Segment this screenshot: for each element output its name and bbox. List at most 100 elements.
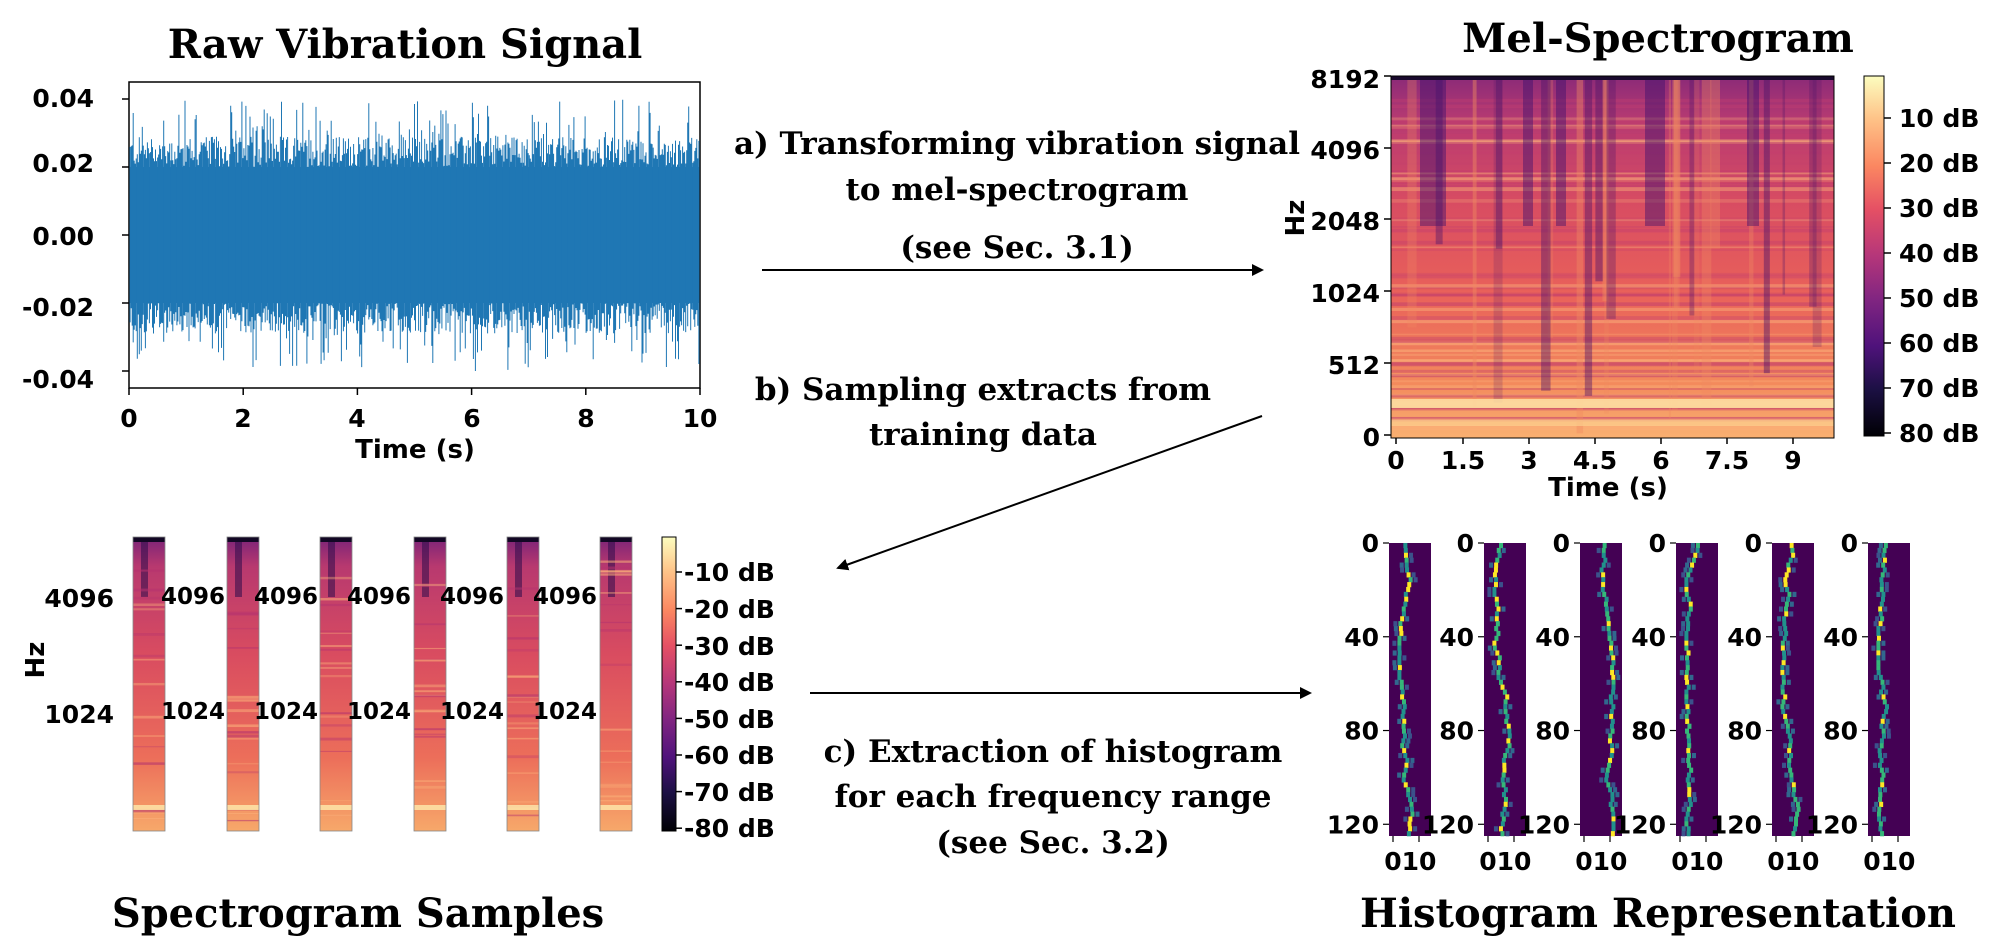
- histogram-cell: [1884, 709, 1889, 715]
- histogram-cell-side: [1692, 792, 1697, 798]
- histogram-cell-side: [1790, 728, 1795, 734]
- histogram-cell: [1877, 762, 1882, 768]
- histogram-cell: [1882, 699, 1887, 705]
- step-a-line3: (see Sec. 3.1): [900, 230, 1134, 266]
- histogram-cell-side: [1397, 772, 1402, 778]
- strip-band: [227, 771, 259, 774]
- strip-band: [600, 783, 632, 786]
- histogram-cell: [1500, 777, 1505, 783]
- histogram-cell-side: [1877, 547, 1882, 554]
- histogram-cell-side: [1393, 626, 1398, 632]
- histogram-cell: [1878, 796, 1883, 803]
- histogram-cell: [1687, 796, 1692, 803]
- strip-frame: [319, 536, 353, 832]
- histogram-cell: [1406, 787, 1411, 793]
- strip-band: [133, 603, 165, 606]
- histogram-cell: [1684, 674, 1689, 681]
- strip-band: [507, 727, 539, 730]
- histogram-cell: [1408, 796, 1413, 803]
- mel-band: [1391, 170, 1834, 173]
- histogram-cell-side: [1409, 762, 1414, 768]
- mel-xlabel: Time (s): [1548, 473, 1668, 503]
- histogram-cell-side: [1886, 728, 1891, 734]
- histogram-cell: [1686, 626, 1691, 632]
- strip-band: [600, 761, 632, 763]
- histogram-cell: [1497, 552, 1502, 558]
- histogram-cell: [1611, 655, 1616, 661]
- histogram-cell-side: [1681, 596, 1686, 602]
- histogram-cell: [1787, 748, 1792, 754]
- histogram-cell-side: [1403, 816, 1408, 822]
- histogram-cell-side: [1885, 572, 1890, 578]
- histogram-cell: [1611, 689, 1616, 695]
- histogram-cell: [1881, 591, 1886, 598]
- histogram-cell: [1791, 782, 1796, 788]
- histogram-cell-side: [1398, 752, 1403, 759]
- strip-band: [414, 694, 446, 696]
- mel-band: [1391, 349, 1834, 353]
- strip-band: [133, 569, 165, 573]
- histogram-cell: [1876, 665, 1881, 671]
- strip-band: [320, 632, 352, 634]
- hist-ytick-5-3: 120: [1710, 810, 1762, 839]
- mel-band: [1391, 199, 1834, 203]
- histogram-cell: [1786, 596, 1791, 602]
- histogram-cell-side: [1784, 772, 1789, 778]
- hist-ytick-6-2: 80: [1823, 717, 1858, 746]
- histogram-cell: [1684, 577, 1689, 583]
- mel-band: [1391, 178, 1834, 182]
- histogram-cell-side: [1681, 806, 1686, 812]
- mel-stripe: [1547, 76, 1554, 338]
- histogram-cell-side: [1780, 723, 1785, 729]
- step-b-caption: b) Sampling extracts from training data: [755, 372, 1211, 453]
- histogram-cell: [1785, 728, 1790, 734]
- histogram-cell: [1611, 811, 1616, 817]
- histogram-cell: [1686, 748, 1691, 754]
- histogram-cell: [1611, 660, 1616, 666]
- sample-strip-1: [132, 536, 166, 832]
- histogram-cell-side: [1689, 816, 1694, 822]
- histogram-cell: [1400, 743, 1405, 749]
- histogram-cell-side: [1689, 699, 1694, 705]
- strip-band: [600, 560, 632, 563]
- histogram-cell: [1610, 748, 1615, 754]
- strip-label-top-1: 4096: [161, 584, 225, 610]
- histogram-cell: [1500, 684, 1505, 690]
- histogram-cell: [1788, 767, 1793, 773]
- strip-band: [133, 588, 165, 592]
- mel-stripe: [1812, 76, 1822, 347]
- histogram-cell-side: [1491, 669, 1496, 676]
- histogram-cell-side: [1392, 665, 1397, 671]
- mel-stripe: [1595, 76, 1603, 282]
- histogram-cell: [1688, 801, 1693, 807]
- mel-stripe: [1763, 76, 1770, 374]
- strip-band: [414, 684, 446, 688]
- mel-ytick-4096: 4096: [1310, 136, 1380, 165]
- histogram-cell: [1492, 640, 1497, 646]
- strip-band: [320, 750, 352, 752]
- strip-band: [507, 615, 539, 617]
- histogram-cell: [1494, 611, 1499, 617]
- histogram-cell: [1495, 650, 1500, 656]
- strip-bright-band: [414, 805, 446, 810]
- histogram-cell: [1493, 582, 1498, 588]
- histogram-cell: [1507, 728, 1512, 734]
- histogram-cell: [1876, 640, 1881, 646]
- histogram-cell: [1876, 650, 1881, 656]
- histogram-cell: [1505, 713, 1510, 720]
- histogram-cell: [1879, 586, 1884, 593]
- histogram-cell-side: [1409, 557, 1414, 563]
- histogram-cell: [1687, 723, 1692, 729]
- histogram-cell-side: [1783, 743, 1788, 749]
- histogram-cell-side: [1791, 806, 1796, 812]
- histogram-cell: [1685, 679, 1690, 685]
- histogram-cell: [1686, 596, 1691, 602]
- histogram-cell: [1793, 826, 1798, 832]
- strip-band: [227, 734, 259, 738]
- histogram-cell-side: [1406, 738, 1411, 744]
- raw-ytick-4: -0.04: [22, 365, 94, 394]
- histogram-cell: [1497, 655, 1502, 661]
- histogram-cell: [1878, 611, 1883, 617]
